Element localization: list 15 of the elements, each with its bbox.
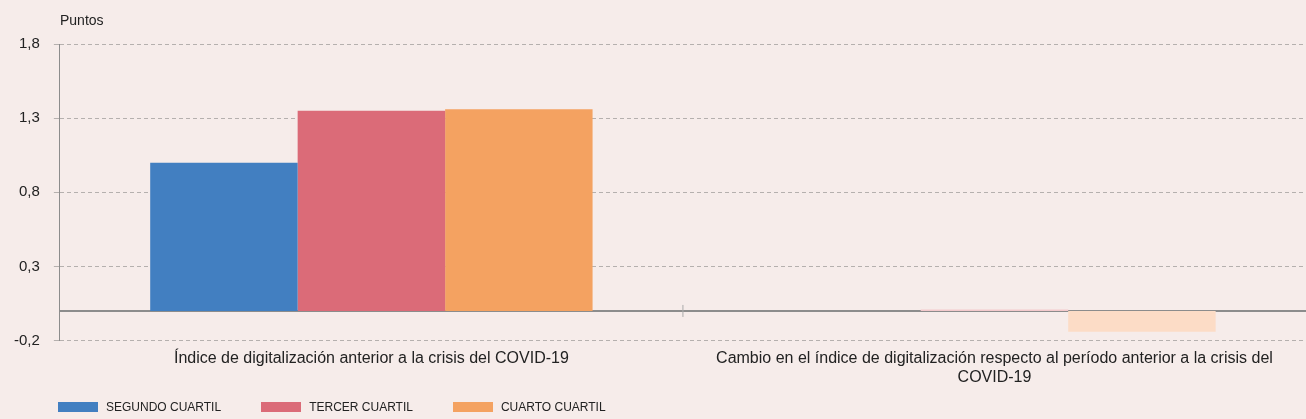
y-tick-label: 1,8 xyxy=(18,34,40,52)
legend-label: SEGUNDO CUARTIL xyxy=(106,400,222,414)
bar xyxy=(1068,310,1216,332)
y-tick-label: -0,2 xyxy=(13,330,40,348)
legend-label: TERCER CUARTIL xyxy=(309,400,413,414)
y-tick-label: 0,8 xyxy=(18,182,40,200)
y-tick-label: 0,3 xyxy=(18,256,40,274)
legend-label: CUARTO CUARTIL xyxy=(500,400,606,414)
y-tick-label: 1,3 xyxy=(18,108,40,126)
bar xyxy=(297,110,446,311)
bar xyxy=(445,109,593,311)
bar xyxy=(150,162,298,311)
x-tick-label: Cambio en el índice de digitalización respecto al período anterior a la crisis del COVID-19 xyxy=(716,348,1273,385)
x-tick-label: Índice de digitalización anterior a la crisis del COVID-19 xyxy=(173,347,569,366)
y-axis-title: Puntos xyxy=(60,11,104,28)
